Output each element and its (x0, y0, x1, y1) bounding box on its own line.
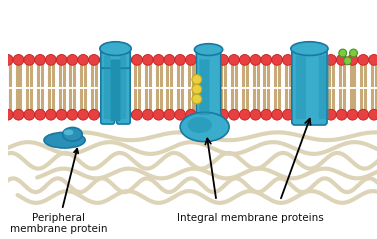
Circle shape (13, 109, 24, 120)
Circle shape (218, 54, 228, 65)
Circle shape (349, 49, 357, 57)
Circle shape (326, 109, 336, 120)
Circle shape (315, 109, 326, 120)
Circle shape (369, 109, 377, 120)
Circle shape (272, 54, 282, 65)
Circle shape (35, 54, 46, 65)
Circle shape (192, 75, 202, 84)
Circle shape (239, 109, 250, 120)
Circle shape (336, 54, 347, 65)
Ellipse shape (187, 117, 212, 133)
Circle shape (347, 54, 358, 65)
Circle shape (282, 54, 293, 65)
Circle shape (56, 54, 67, 65)
Circle shape (89, 109, 100, 120)
Circle shape (250, 54, 261, 65)
Circle shape (304, 54, 315, 65)
FancyBboxPatch shape (110, 59, 121, 121)
Circle shape (304, 109, 315, 120)
Circle shape (143, 54, 153, 65)
Circle shape (35, 109, 46, 120)
Circle shape (110, 109, 121, 120)
Circle shape (143, 109, 153, 120)
FancyBboxPatch shape (104, 55, 110, 119)
FancyBboxPatch shape (199, 59, 210, 115)
Circle shape (326, 54, 336, 65)
Text: Integral membrane proteins: Integral membrane proteins (177, 213, 324, 223)
Ellipse shape (195, 44, 223, 55)
Ellipse shape (64, 129, 74, 135)
Circle shape (261, 109, 272, 120)
Circle shape (185, 54, 196, 65)
Circle shape (175, 54, 185, 65)
Circle shape (369, 54, 377, 65)
Circle shape (175, 109, 185, 120)
Circle shape (164, 54, 175, 65)
Circle shape (239, 54, 250, 65)
Circle shape (67, 109, 78, 120)
Circle shape (46, 54, 56, 65)
Circle shape (192, 94, 202, 104)
Circle shape (164, 109, 175, 120)
Circle shape (78, 54, 89, 65)
Ellipse shape (44, 132, 85, 148)
Circle shape (282, 109, 293, 120)
Circle shape (110, 54, 121, 65)
Circle shape (185, 109, 196, 120)
Circle shape (153, 54, 164, 65)
Ellipse shape (180, 112, 229, 142)
Circle shape (2, 109, 13, 120)
Circle shape (228, 109, 239, 120)
Circle shape (336, 109, 347, 120)
FancyBboxPatch shape (292, 49, 327, 125)
Circle shape (132, 54, 143, 65)
Circle shape (46, 109, 56, 120)
Circle shape (24, 109, 35, 120)
Circle shape (2, 54, 13, 65)
Circle shape (24, 54, 35, 65)
Ellipse shape (63, 127, 82, 141)
Circle shape (207, 54, 218, 65)
Circle shape (89, 54, 100, 65)
Circle shape (358, 109, 369, 120)
Circle shape (196, 54, 207, 65)
Circle shape (196, 109, 207, 120)
Circle shape (100, 109, 110, 120)
Circle shape (121, 109, 132, 120)
Circle shape (339, 49, 346, 57)
Circle shape (250, 109, 261, 120)
Circle shape (132, 109, 143, 120)
Circle shape (293, 109, 304, 120)
Circle shape (67, 54, 78, 65)
Circle shape (358, 54, 369, 65)
Circle shape (272, 109, 282, 120)
Circle shape (218, 109, 228, 120)
Text: Peripheral
membrane protein: Peripheral membrane protein (10, 149, 107, 234)
Circle shape (261, 54, 272, 65)
Circle shape (121, 54, 132, 65)
FancyBboxPatch shape (196, 51, 221, 119)
Ellipse shape (291, 42, 328, 55)
Ellipse shape (100, 42, 131, 55)
FancyBboxPatch shape (319, 55, 329, 119)
Circle shape (293, 54, 304, 65)
FancyBboxPatch shape (101, 49, 130, 68)
Circle shape (228, 54, 239, 65)
FancyBboxPatch shape (296, 55, 306, 119)
Circle shape (153, 109, 164, 120)
FancyBboxPatch shape (116, 51, 130, 124)
Circle shape (207, 109, 218, 120)
Circle shape (100, 54, 110, 65)
Circle shape (347, 109, 358, 120)
FancyBboxPatch shape (101, 51, 114, 124)
FancyBboxPatch shape (120, 55, 126, 119)
Circle shape (315, 54, 326, 65)
Circle shape (344, 57, 351, 65)
Circle shape (56, 109, 67, 120)
Circle shape (78, 109, 89, 120)
Circle shape (13, 54, 24, 65)
Circle shape (192, 84, 202, 94)
